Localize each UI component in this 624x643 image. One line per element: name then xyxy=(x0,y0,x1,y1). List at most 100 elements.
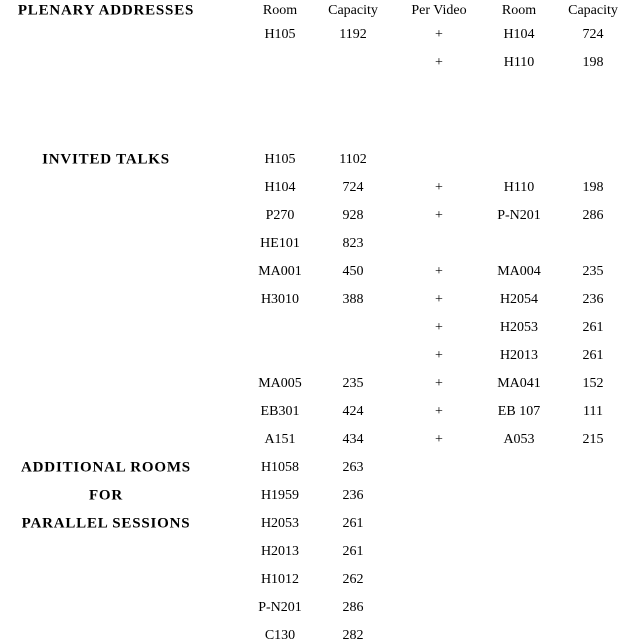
per-video-plus-sign: + xyxy=(435,27,443,42)
capacity-cell: 111 xyxy=(583,404,603,419)
capacity-cell: 724 xyxy=(342,180,364,195)
room-cell: H1959 xyxy=(260,488,300,503)
capacity-cell: 261 xyxy=(582,320,604,335)
room-cell: H2013 xyxy=(499,348,539,363)
room-cell: H2053 xyxy=(499,320,539,335)
capacity-cell: 235 xyxy=(342,376,364,391)
room-cell: EB 107 xyxy=(497,404,541,419)
column-header-room-1: Room xyxy=(262,2,298,18)
room-cell: MA005 xyxy=(258,376,302,391)
capacity-cell: 286 xyxy=(342,600,364,615)
room-cell: MA004 xyxy=(497,264,541,279)
capacity-cell: 261 xyxy=(342,544,364,559)
room-cell: H3010 xyxy=(260,292,300,307)
per-video-plus-sign: + xyxy=(435,432,443,447)
room-cell: H105 xyxy=(264,27,296,42)
room-cell: EB301 xyxy=(260,404,300,419)
per-video-plus-sign: + xyxy=(435,264,443,279)
table-row: P270 928 + P-N201 286 xyxy=(0,202,624,230)
room-cell: H2013 xyxy=(260,544,300,559)
table-row: H1012 262 xyxy=(0,566,624,594)
room-cell: C130 xyxy=(264,628,296,643)
room-cell: H2053 xyxy=(260,516,300,531)
per-video-plus-sign: + xyxy=(435,320,443,335)
table-row: PARALLEL SESSIONS H2053 261 xyxy=(0,510,624,538)
room-cell: A053 xyxy=(503,432,535,447)
room-cell: MA041 xyxy=(497,376,541,391)
room-cell: H2054 xyxy=(499,292,539,307)
capacity-cell: 928 xyxy=(342,208,364,223)
section-label: INVITED TALKS xyxy=(42,151,170,168)
capacity-cell: 823 xyxy=(342,236,364,251)
room-cell: H110 xyxy=(503,55,535,70)
table-row: + H110 198 xyxy=(0,49,624,77)
table-body: H105 1192 + H104 724 + H110 198 INVITED TALKS H10… xyxy=(0,21,624,643)
capacity-cell: 261 xyxy=(342,516,364,531)
table-row: INVITED TALKS H105 1102 xyxy=(0,146,624,174)
section-label: PARALLEL SESSIONS xyxy=(21,515,191,532)
room-cell: H104 xyxy=(264,180,296,195)
table-row: + H2013 261 xyxy=(0,342,624,370)
room-cell: HE101 xyxy=(260,236,300,251)
capacity-cell: 424 xyxy=(342,404,364,419)
table-row: C130 282 xyxy=(0,622,624,643)
section-label: ADDITIONAL ROOMS xyxy=(21,459,191,476)
column-header-capacity-2: Capacity xyxy=(568,2,618,18)
table-header-row: PLENARY ADDRESSES Room Capacity Per Vide… xyxy=(0,0,624,21)
column-header-per-video: Per Video xyxy=(411,2,467,18)
capacity-cell: 198 xyxy=(582,55,604,70)
column-header-room-2: Room xyxy=(501,2,537,18)
capacity-cell: 262 xyxy=(342,572,364,587)
capacity-cell: 152 xyxy=(582,376,604,391)
table-row: ADDITIONAL ROOMS H1058 263 xyxy=(0,454,624,482)
capacity-cell: 450 xyxy=(342,264,364,279)
capacity-cell: 1192 xyxy=(339,27,367,42)
capacity-cell: 388 xyxy=(342,292,364,307)
table-row: EB301 424 + EB 107 111 xyxy=(0,398,624,426)
room-cell: A151 xyxy=(264,432,296,447)
capacity-cell: 724 xyxy=(582,27,604,42)
capacity-cell: 235 xyxy=(582,264,604,279)
section-label-plenary-addresses: PLENARY ADDRESSES xyxy=(17,2,195,18)
room-cell: P-N201 xyxy=(497,208,541,223)
table-row: H105 1192 + H104 724 xyxy=(0,21,624,49)
room-cell: P270 xyxy=(265,208,295,223)
room-cell: H1058 xyxy=(260,460,300,475)
table-row: + H2053 261 xyxy=(0,314,624,342)
per-video-plus-sign: + xyxy=(435,180,443,195)
capacity-cell: 236 xyxy=(342,488,364,503)
capacity-cell: 1102 xyxy=(339,152,367,167)
capacity-cell: 215 xyxy=(582,432,604,447)
table-row: FOR H1959 236 xyxy=(0,482,624,510)
column-header-capacity-1: Capacity xyxy=(328,2,378,18)
table-row: A151 434 + A053 215 xyxy=(0,426,624,454)
section-label: FOR xyxy=(88,487,124,504)
room-cell: H110 xyxy=(503,180,535,195)
per-video-plus-sign: + xyxy=(435,376,443,391)
capacity-cell: 236 xyxy=(582,292,604,307)
table-row: HE101 823 xyxy=(0,230,624,258)
section-gap xyxy=(0,77,624,146)
table-row: MA005 235 + MA041 152 xyxy=(0,370,624,398)
table-row: P-N201 286 xyxy=(0,594,624,622)
capacity-cell: 286 xyxy=(582,208,604,223)
table-row: H2013 261 xyxy=(0,538,624,566)
capacity-cell: 282 xyxy=(342,628,364,643)
room-cell: H104 xyxy=(503,27,535,42)
per-video-plus-sign: + xyxy=(435,208,443,223)
per-video-plus-sign: + xyxy=(435,292,443,307)
capacity-cell: 263 xyxy=(342,460,364,475)
room-cell: MA001 xyxy=(258,264,302,279)
capacity-cell: 261 xyxy=(582,348,604,363)
per-video-plus-sign: + xyxy=(435,348,443,363)
table-row: H104 724 + H110 198 xyxy=(0,174,624,202)
per-video-plus-sign: + xyxy=(435,55,443,70)
room-cell: H1012 xyxy=(260,572,300,587)
room-cell: P-N201 xyxy=(258,600,302,615)
per-video-plus-sign: + xyxy=(435,404,443,419)
room-cell: H105 xyxy=(264,152,296,167)
table-row: H3010 388 + H2054 236 xyxy=(0,286,624,314)
capacity-cell: 434 xyxy=(342,432,364,447)
table-row: MA001 450 + MA004 235 xyxy=(0,258,624,286)
